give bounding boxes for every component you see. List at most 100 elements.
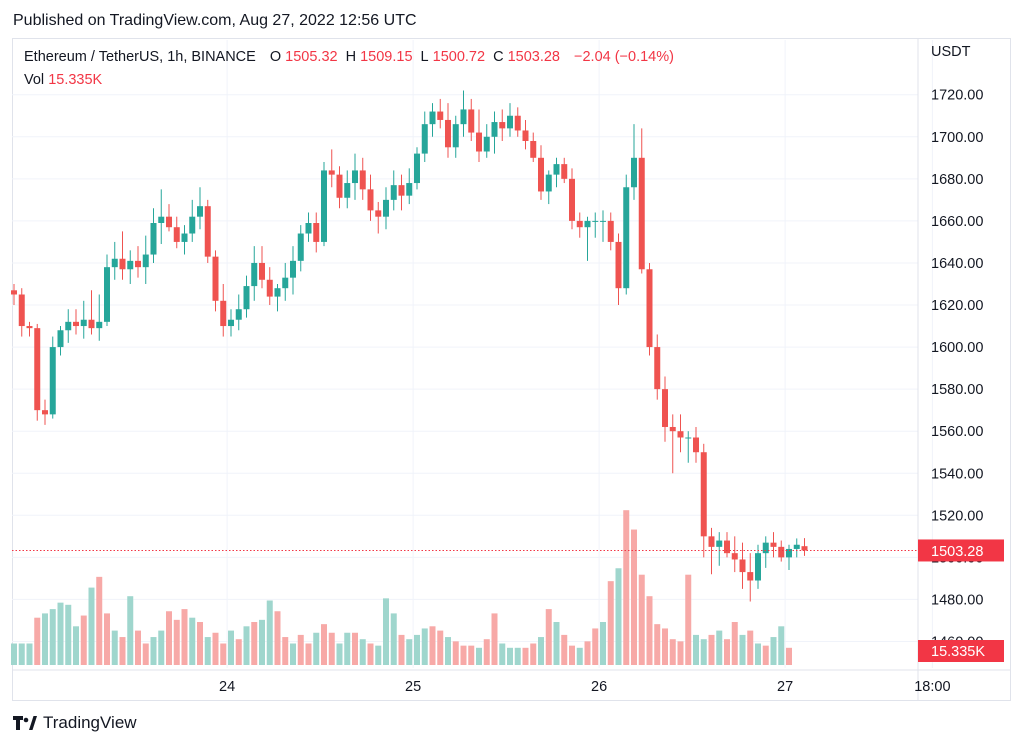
last-volume-tag — [918, 640, 1004, 662]
volume-bar — [724, 639, 730, 665]
candle-body — [538, 157, 544, 192]
volume-bar — [313, 632, 320, 665]
volume-bar — [204, 637, 211, 665]
price-tick-label: 1640.00 — [931, 256, 983, 272]
volume-bar — [259, 619, 265, 665]
volume-bar — [266, 600, 273, 665]
volume-bar — [197, 622, 203, 665]
volume-bar — [344, 632, 351, 665]
candle — [414, 147, 420, 190]
candle — [584, 216, 591, 261]
volume-bar — [18, 643, 25, 665]
candle — [96, 294, 103, 341]
volume-bar — [530, 643, 537, 665]
candle — [406, 168, 413, 205]
candle — [328, 149, 335, 188]
volume-bar — [119, 637, 126, 665]
volume-bar — [584, 641, 591, 665]
volume-bar — [173, 619, 180, 665]
candle — [483, 124, 490, 158]
candle-body — [212, 256, 219, 301]
candle-body — [429, 111, 436, 125]
candle — [685, 431, 692, 463]
candle-body — [600, 220, 606, 222]
chart-frame[interactable] — [12, 38, 1011, 701]
volume-bar — [414, 634, 420, 665]
candle-body — [11, 290, 17, 295]
candle-body — [290, 260, 296, 278]
candle-body — [592, 220, 599, 222]
candle-body — [437, 111, 444, 120]
volume-bar — [460, 645, 467, 665]
volume-bar — [561, 634, 568, 665]
candle — [111, 241, 118, 280]
volume-bar — [73, 626, 79, 665]
candle-body — [328, 170, 335, 175]
candle — [669, 414, 676, 474]
volume-bar — [638, 574, 645, 665]
candle-body — [631, 157, 637, 188]
volume-bar — [297, 634, 304, 665]
candle — [646, 262, 653, 356]
candle — [553, 157, 560, 188]
candle-body — [569, 178, 575, 221]
candle-body — [654, 347, 661, 390]
volume-bar — [282, 637, 289, 665]
candle — [181, 225, 188, 255]
candle — [243, 275, 250, 318]
candle-body — [274, 288, 281, 297]
candle — [166, 204, 172, 232]
price-tick-label: 1520.00 — [931, 508, 983, 524]
candle-body — [662, 389, 668, 427]
volume-bar — [321, 624, 327, 665]
candle-body — [445, 119, 451, 148]
price-axis: 1460.001480.001500.001520.001540.001560.… — [931, 88, 983, 651]
candle-body — [623, 187, 630, 289]
candle-body — [507, 115, 513, 129]
volume-bar — [80, 615, 87, 665]
volume-bar — [150, 637, 157, 665]
price-tick-label: 1680.00 — [931, 172, 983, 188]
time-tick-label: 25 — [405, 679, 421, 695]
candle — [731, 536, 738, 573]
volume-bar — [553, 622, 560, 665]
candle-body — [739, 559, 746, 573]
volume-bar — [437, 630, 444, 665]
published-caption: Published on TradingView.com, Aug 27, 20… — [13, 12, 417, 29]
candle — [266, 267, 273, 306]
candle — [282, 262, 289, 301]
candle-body — [243, 286, 250, 310]
candle-body — [398, 185, 405, 196]
candle-body — [801, 546, 808, 551]
candle-body — [65, 321, 72, 331]
candle — [700, 443, 707, 558]
candle — [398, 174, 405, 211]
candle-body — [166, 216, 172, 228]
volume-bar — [135, 630, 141, 665]
candle — [708, 527, 715, 575]
tradingview-logo[interactable]: TradingView — [13, 713, 137, 733]
volume-bar — [96, 576, 103, 665]
candle — [336, 166, 343, 209]
volume-bar — [166, 611, 172, 665]
candle-body — [476, 132, 482, 152]
candle-body — [638, 157, 645, 270]
candle-body — [80, 319, 87, 327]
close-label: C — [493, 49, 504, 65]
quote-currency[interactable]: USDT — [931, 44, 971, 60]
volume-bar — [654, 624, 661, 665]
candle-body — [615, 241, 622, 289]
candle-body — [522, 130, 529, 141]
symbol-name[interactable]: Ethereum / TetherUS, 1h, BINANCE — [24, 49, 256, 65]
volume-bar — [592, 628, 599, 665]
candle-body — [359, 170, 366, 190]
candle-body — [158, 216, 165, 223]
candle-body — [468, 109, 475, 133]
candle — [42, 399, 48, 425]
symbol-legend: Ethereum / TetherUS, 1h, BINANCE O 1505.3… — [24, 49, 678, 65]
last-price-marker: 1503.28 15.335K — [12, 539, 1004, 662]
candle — [638, 128, 645, 274]
candle-body — [135, 260, 141, 268]
volume-bar — [445, 637, 451, 665]
